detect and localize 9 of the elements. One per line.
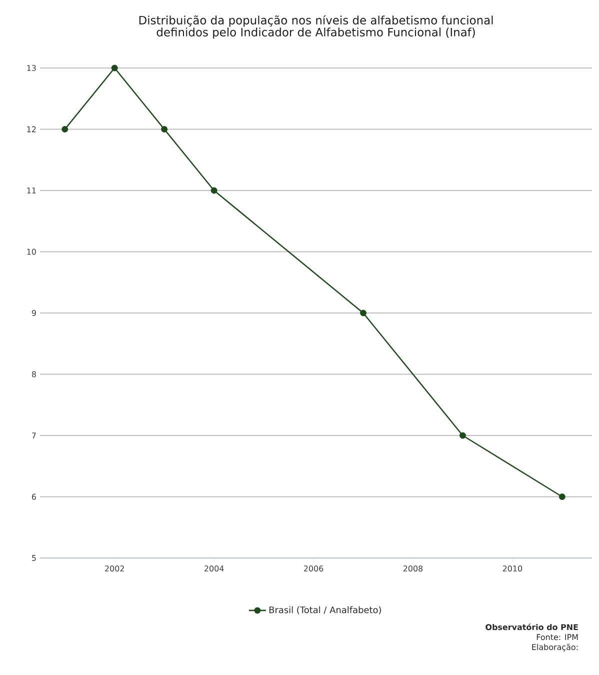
point [161,126,168,132]
point [111,64,118,72]
point [210,187,218,194]
point [459,432,466,439]
chart-title: Distribuição da população nos níveis de alfabetismo funcional definidos pelo Indicador de Alfabetismo Funcional (Inaf) [139,15,493,39]
legend-label: Brasil (Total / Analfabeto) [269,606,381,614]
point [62,126,68,132]
point [360,310,366,316]
point [558,494,566,500]
